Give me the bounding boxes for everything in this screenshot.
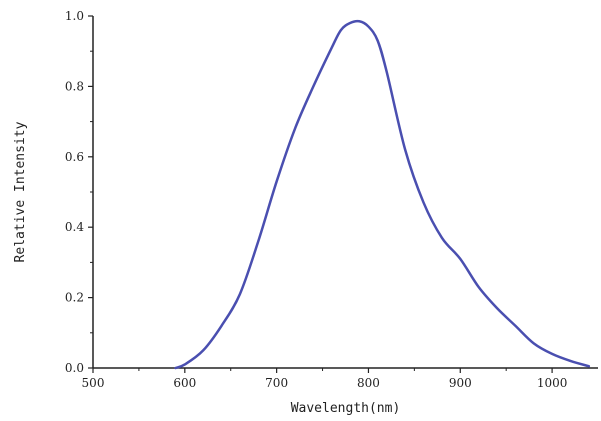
y-tick-label: 0.6 xyxy=(65,150,84,164)
y-axis-label: Relative Intensity xyxy=(13,121,28,262)
x-axis-label: Wavelength(nm) xyxy=(291,401,401,416)
series-line xyxy=(174,19,591,370)
y-tick-label: 0.0 xyxy=(65,361,84,375)
y-tick-label: 0.8 xyxy=(65,79,84,93)
x-tick-label: 800 xyxy=(357,376,380,390)
y-tick-label: 0.4 xyxy=(65,220,84,234)
ticks: 500 600 700 800 900 1000 0.0 0.2 0.4 0.6 0.8 1.0 xyxy=(65,9,567,390)
y-tick-label: 1.0 xyxy=(65,9,84,23)
y-tick-label: 0.2 xyxy=(65,291,84,305)
axes xyxy=(92,16,598,369)
x-tick-label: 900 xyxy=(449,376,472,390)
x-tick-label: 1000 xyxy=(537,376,568,390)
series xyxy=(174,19,591,370)
x-tick-label: 700 xyxy=(265,376,288,390)
x-tick-label: 500 xyxy=(82,376,105,390)
x-tick-label: 600 xyxy=(173,376,196,390)
